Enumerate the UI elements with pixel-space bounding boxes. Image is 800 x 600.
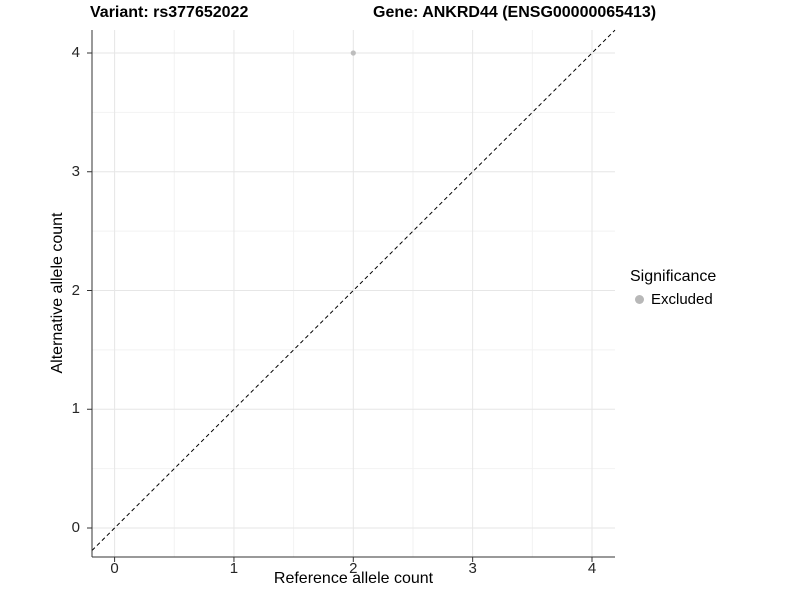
legend-title: Significance (630, 268, 717, 285)
x-axis-label: Reference allele count (273, 570, 434, 587)
x-tick-label: 3 (468, 560, 477, 577)
plot-title-variant: Variant: rs377652022 (90, 4, 249, 21)
y-tick-label: 2 (71, 281, 80, 299)
y-tick-label: 4 (71, 44, 80, 61)
x-tick-label: 4 (587, 560, 597, 577)
legend-item-excluded: Excluded (630, 290, 716, 308)
y-tick-label: 3 (71, 162, 80, 180)
x-tick-label: 2 (349, 560, 358, 577)
x-tick-label: 0 (110, 560, 119, 577)
legend: Significance Excluded (630, 268, 716, 308)
data-point-excluded (350, 50, 356, 56)
excluded-point-icon (635, 294, 644, 304)
y-tick-label: 1 (71, 400, 80, 418)
y-tick-label: 0 (71, 519, 80, 536)
legend-item-label: Excluded (651, 290, 713, 308)
plot-title-gene: Gene: ANKRD44 (ENSG00000065413) (373, 4, 657, 21)
x-tick-label: 1 (229, 560, 239, 577)
y-axis-label: Alternative allele count (49, 212, 66, 374)
identity-line (91, 29, 616, 551)
